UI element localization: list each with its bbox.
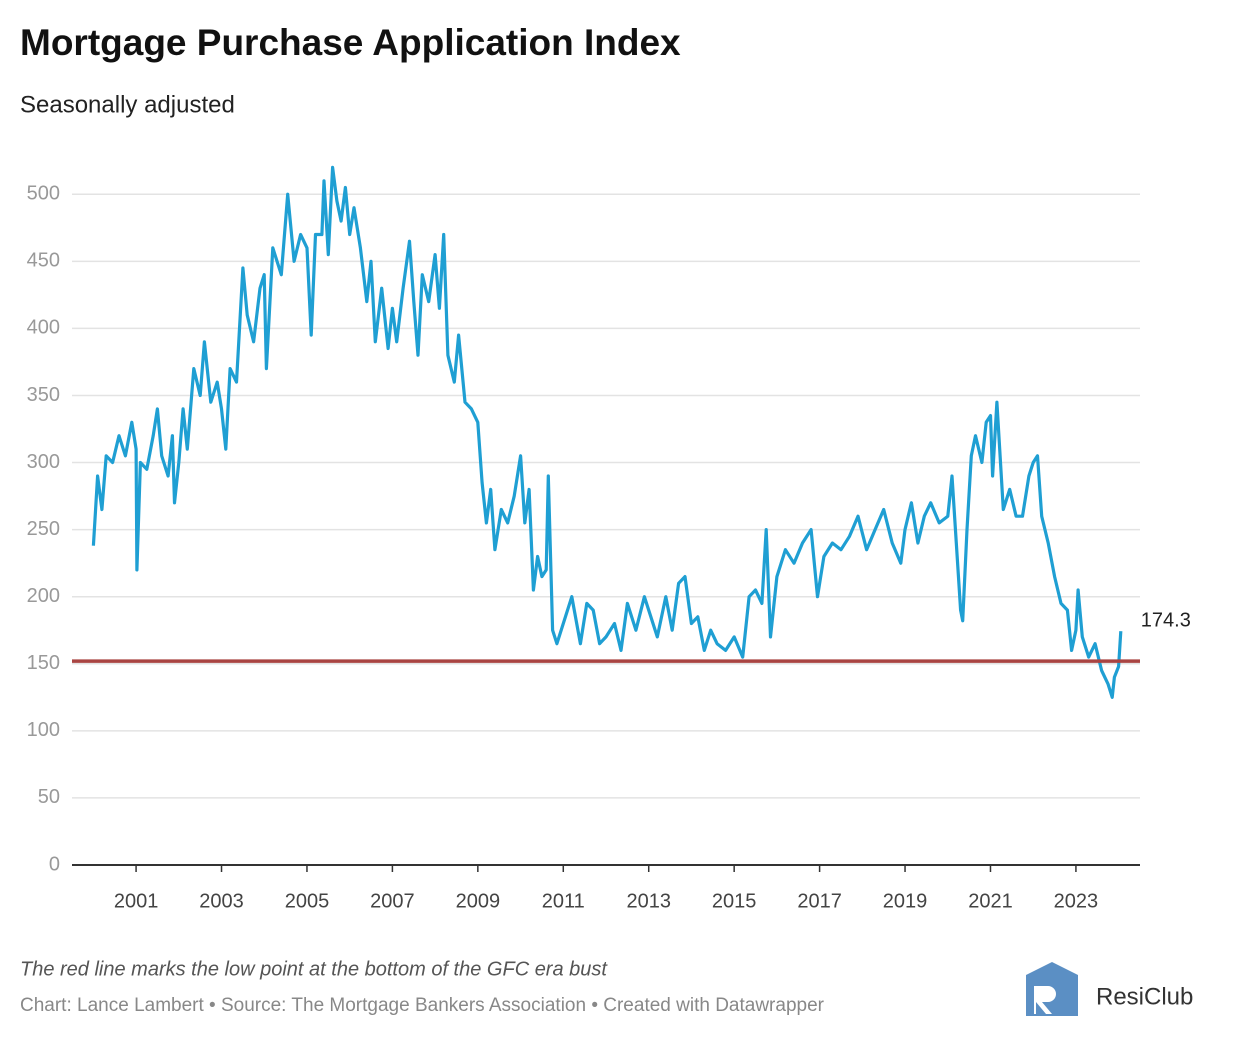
x-tick-label: 2005 <box>285 890 330 912</box>
note: The red line marks the low point at the … <box>20 958 608 980</box>
y-tick-label: 150 <box>27 652 60 674</box>
x-tick-label: 2023 <box>1054 890 1099 912</box>
x-tick-label: 2017 <box>797 890 842 912</box>
y-tick-label: 350 <box>27 384 60 406</box>
x-tick-label: 2003 <box>199 890 244 912</box>
chart-title: Mortgage Purchase Application Index <box>20 22 681 63</box>
x-tick-label: 2001 <box>114 890 159 912</box>
y-tick-label: 0 <box>49 853 60 875</box>
x-tick-label: 2009 <box>456 890 501 912</box>
chart-subtitle: Seasonally adjusted <box>20 91 235 118</box>
y-tick-label: 50 <box>38 786 60 808</box>
data-line <box>91 165 1123 699</box>
x-tick-label: 2011 <box>542 890 585 912</box>
y-tick-label: 400 <box>27 317 60 339</box>
credit: Chart: Lance Lambert • Source: The Mortg… <box>20 995 825 1016</box>
x-tick-label: 2015 <box>712 890 757 912</box>
y-tick-label: 200 <box>27 585 60 607</box>
end-value-label: 174.3 <box>1141 609 1191 631</box>
logo-letter <box>1034 986 1056 1014</box>
brand-name: ResiClub <box>1096 983 1193 1010</box>
x-tick-label: 2007 <box>370 890 415 912</box>
y-tick-label: 300 <box>27 451 60 473</box>
x-tick-label: 2021 <box>968 890 1013 912</box>
y-tick-label: 500 <box>27 183 60 205</box>
y-tick-label: 250 <box>27 518 60 540</box>
brand-logo: ResiClub <box>1026 962 1193 1016</box>
x-tick-label: 2019 <box>883 890 928 912</box>
y-tick-label: 100 <box>27 719 60 741</box>
y-tick-label: 450 <box>27 250 60 272</box>
x-tick-label: 2013 <box>626 890 671 912</box>
